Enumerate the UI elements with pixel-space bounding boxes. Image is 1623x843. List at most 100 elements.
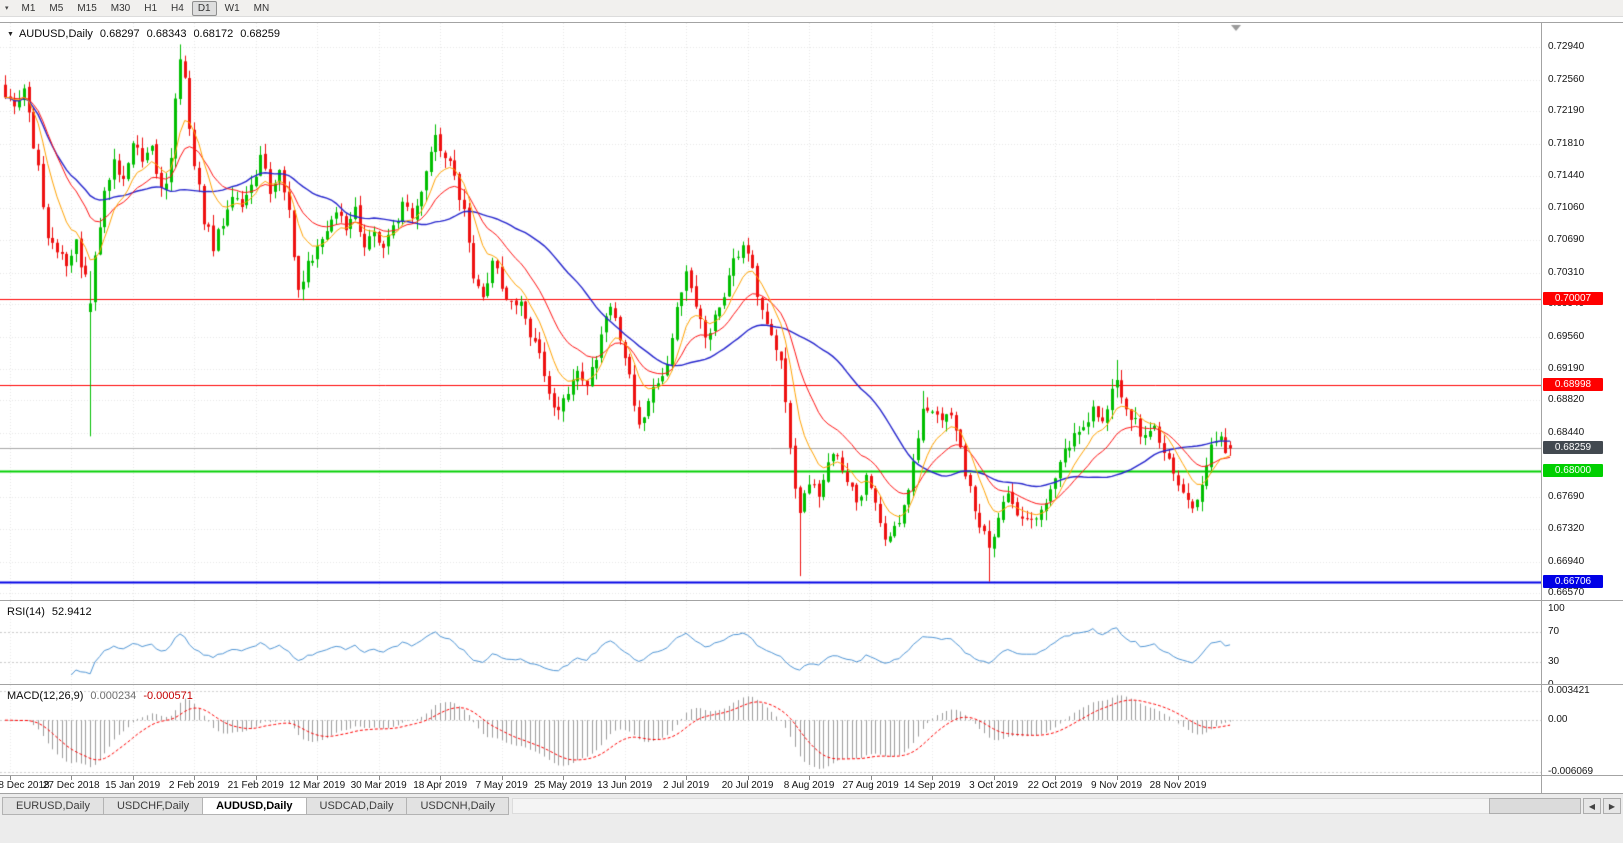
- ohlc-low: 0.68172: [193, 28, 234, 40]
- rsi-axis[interactable]: 10070300: [1541, 601, 1623, 690]
- price-pane: ▼ AUDUSD,Daily 0.68297 0.68343 0.68172 0.6825…: [0, 22, 1623, 601]
- date-axis-corner: [1541, 776, 1623, 793]
- rsi-level-label: 30: [1548, 656, 1560, 668]
- chart-tab-eurusd[interactable]: EURUSD,Daily: [2, 797, 104, 815]
- rsi-level-label: 70: [1548, 625, 1560, 637]
- date-tick-mark: [10, 776, 11, 780]
- date-tick-mark: [994, 776, 995, 780]
- price-tick-label: 0.67690: [1548, 491, 1585, 503]
- chart-tab-usdcad[interactable]: USDCAD,Daily: [306, 797, 408, 815]
- chart-caret-icon[interactable]: ▼: [7, 31, 14, 38]
- date-label: 3 Oct 2019: [969, 780, 1019, 791]
- hline-price-tag[interactable]: 0.68000: [1543, 463, 1603, 477]
- price-tick-label: 0.70690: [1548, 233, 1585, 245]
- date-label: 15 Jan 2019: [105, 780, 161, 791]
- date-tick-mark: [1055, 776, 1056, 780]
- macd-level-label: 0.00: [1548, 714, 1568, 726]
- tab-scrollbar-thumb[interactable]: [1489, 798, 1581, 814]
- rsi-level-label: 100: [1548, 603, 1565, 614]
- rsi-label: RSI(14): [7, 606, 45, 618]
- timeframe-button-h4[interactable]: H4: [171, 2, 184, 14]
- timeframe-button-mn[interactable]: MN: [253, 2, 270, 14]
- date-label: 20 Jul 2019: [721, 780, 774, 791]
- date-tick-mark: [871, 776, 872, 780]
- date-tick-mark: [194, 776, 195, 780]
- macd-pane: MACD(12,26,9) 0.000234 -0.000571 0.003421 0…: [0, 684, 1623, 778]
- date-axis[interactable]: 8 Dec 2018 27 Dec 2018 15 Jan 2019 2 Feb 20…: [0, 775, 1623, 793]
- hline-price-tag[interactable]: 0.70007: [1543, 291, 1603, 305]
- chart-symbol-period: AUDUSD,Daily: [18, 28, 93, 40]
- timeframe-button-m30[interactable]: M30: [110, 2, 131, 14]
- macd-level-label: -0.006069: [1548, 766, 1594, 778]
- date-label: 30 Mar 2019: [350, 780, 407, 791]
- bottom-bar: EURUSD,Daily USDCHF,Daily AUDUSD,Daily USDC…: [0, 793, 1623, 843]
- date-tick-mark: [71, 776, 72, 780]
- timeframe-buttons: M1 M5 M15 M30 H1 H4 D1 W1 MN: [16, 0, 278, 16]
- timeframe-button-d1[interactable]: D1: [191, 0, 217, 16]
- price-tick-label: 0.72940: [1548, 41, 1585, 52]
- date-tick-mark: [625, 776, 626, 780]
- timeframe-button-w1[interactable]: W1: [224, 2, 240, 14]
- date-tick-mark: [256, 776, 257, 780]
- macd-chart-canvas[interactable]: [0, 685, 1541, 776]
- price-chart-canvas[interactable]: [0, 23, 1541, 601]
- date-tick-mark: [1117, 776, 1118, 780]
- price-tick-label: 0.70310: [1548, 266, 1585, 278]
- date-label: 18 Apr 2019: [413, 780, 468, 791]
- date-tick-mark: [748, 776, 749, 780]
- chart-panes: ▼ AUDUSD,Daily 0.68297 0.68343 0.68172 0.6825…: [0, 22, 1623, 793]
- date-label: 14 Sep 2019: [903, 780, 961, 791]
- date-tick-mark: [379, 776, 380, 780]
- price-tick-label: 0.71060: [1548, 202, 1585, 214]
- macd-main-value: 0.000234: [90, 690, 137, 702]
- ohlc-open: 0.68297: [99, 28, 140, 40]
- chart-tab-usdchf[interactable]: USDCHF,Daily: [103, 797, 204, 815]
- date-tick-mark: [440, 776, 441, 780]
- hline-price-tag[interactable]: 0.68998: [1543, 378, 1603, 392]
- tab-scroll-right-button[interactable]: ▶: [1603, 798, 1621, 814]
- price-tick-label: 0.69560: [1548, 330, 1585, 342]
- date-label: 25 May 2019: [534, 780, 593, 791]
- chart-tab-usdcnh[interactable]: USDCNH,Daily: [407, 797, 510, 815]
- macd-signal-value: -0.000571: [143, 690, 193, 702]
- rsi-chart-canvas[interactable]: [0, 601, 1541, 685]
- timeframe-button-m5[interactable]: M5: [49, 2, 64, 14]
- date-tick-mark: [686, 776, 687, 780]
- rsi-pane: RSI(14)52.9412 10070300: [0, 600, 1623, 690]
- timeframe-button-h1[interactable]: H1: [144, 2, 158, 14]
- date-label: 21 Feb 2019: [227, 780, 284, 791]
- price-tick-label: 0.68440: [1548, 426, 1585, 438]
- tab-scrollbar-track[interactable]: [512, 798, 1581, 814]
- date-tick-mark: [502, 776, 503, 780]
- date-label: 7 May 2019: [475, 780, 528, 791]
- date-label: 27 Dec 2018: [42, 780, 100, 791]
- date-tick-mark: [809, 776, 810, 780]
- date-tick-mark: [317, 776, 318, 780]
- date-label: 9 Nov 2019: [1090, 780, 1143, 791]
- macd-axis[interactable]: 0.003421 0.00 -0.006069: [1541, 684, 1623, 778]
- ohlc-high: 0.68343: [146, 28, 187, 40]
- date-label: 12 Mar 2019: [289, 780, 346, 791]
- date-label: 13 Jun 2019: [597, 780, 653, 791]
- date-tick-mark: [133, 776, 134, 780]
- timeframe-button-m1[interactable]: M1: [21, 2, 36, 14]
- chart-tab-audusd[interactable]: AUDUSD,Daily: [203, 797, 307, 815]
- current-price-tag: 0.68259: [1543, 441, 1603, 455]
- price-tick-label: 0.71440: [1548, 169, 1585, 181]
- date-tick-mark: [563, 776, 564, 780]
- macd-level-label: 0.003421: [1548, 684, 1590, 696]
- price-tick-label: 0.71810: [1548, 137, 1585, 149]
- chart-tabs: EURUSD,Daily USDCHF,Daily AUDUSD,Daily USDC…: [2, 797, 510, 815]
- date-label: 8 Dec 2018: [0, 780, 50, 791]
- date-label: 2 Jul 2019: [663, 780, 710, 791]
- price-axis[interactable]: 0.72940 0.72560 0.72190 0.71810 0.71440 0.710…: [1541, 23, 1623, 600]
- hline-price-tag[interactable]: 0.66706: [1543, 574, 1603, 588]
- date-label: 8 Aug 2019: [783, 780, 835, 791]
- timeframe-button-m15[interactable]: M15: [77, 2, 97, 14]
- price-tick-label: 0.69190: [1548, 362, 1585, 374]
- rsi-header: RSI(14) 52.9412: [7, 606, 92, 618]
- price-tick-label: 0.68820: [1548, 394, 1585, 406]
- ohlc-close: 0.68259: [240, 28, 280, 40]
- price-tick-label: 0.66570: [1548, 587, 1585, 599]
- tab-scroll-left-button[interactable]: ◀: [1583, 798, 1601, 814]
